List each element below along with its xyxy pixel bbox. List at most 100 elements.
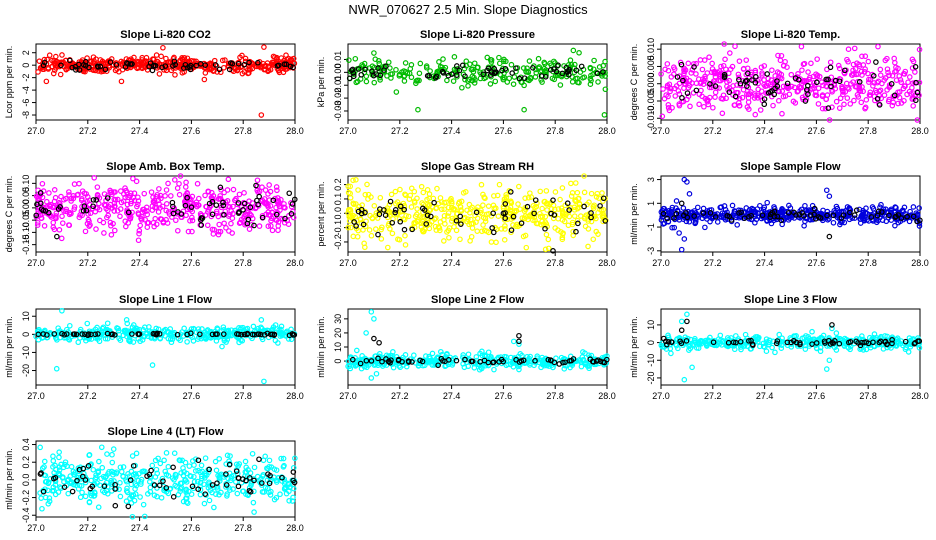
data-point bbox=[587, 75, 594, 82]
data-point bbox=[84, 220, 91, 227]
data-point-subset bbox=[566, 207, 572, 213]
data-point-subset bbox=[521, 75, 528, 81]
data-point bbox=[533, 203, 540, 210]
data-point bbox=[149, 207, 156, 213]
data-point-subset bbox=[573, 228, 579, 235]
x-tick-label: 27.2 bbox=[391, 258, 409, 268]
data-point-subset bbox=[904, 214, 910, 220]
data-point bbox=[599, 190, 605, 196]
data-point bbox=[582, 223, 589, 230]
data-point-subset bbox=[660, 210, 667, 217]
data-point bbox=[758, 64, 765, 71]
data-point-subset bbox=[516, 75, 523, 82]
data-point-subset bbox=[392, 209, 398, 216]
y-tick-label: -0.01 bbox=[333, 75, 343, 96]
data-point bbox=[416, 77, 422, 84]
data-point bbox=[64, 63, 71, 69]
data-point bbox=[127, 193, 134, 199]
data-point bbox=[836, 65, 843, 72]
data-point bbox=[508, 199, 515, 206]
data-point bbox=[138, 59, 144, 66]
data-point-subset bbox=[563, 64, 570, 71]
data-point bbox=[141, 190, 148, 197]
data-point bbox=[485, 349, 492, 356]
data-point bbox=[722, 66, 729, 73]
data-point bbox=[189, 193, 196, 200]
data-point-subset bbox=[401, 226, 408, 233]
data-point-subset bbox=[684, 90, 691, 96]
data-point bbox=[46, 52, 53, 59]
data-point-subset bbox=[824, 212, 830, 219]
data-point-subset bbox=[392, 207, 399, 213]
data-point-subset bbox=[588, 214, 594, 221]
data-point bbox=[419, 218, 426, 225]
data-point bbox=[53, 365, 60, 372]
data-point bbox=[104, 335, 111, 342]
data-point bbox=[487, 81, 494, 87]
data-point-subset bbox=[419, 205, 426, 212]
data-point bbox=[712, 89, 719, 96]
data-point-subset bbox=[917, 217, 923, 224]
x-tick-label: 27.2 bbox=[79, 258, 97, 268]
data-point bbox=[543, 221, 550, 227]
data-point bbox=[600, 198, 606, 204]
data-point bbox=[602, 58, 608, 65]
data-point bbox=[888, 217, 895, 223]
data-point bbox=[96, 458, 102, 465]
data-point bbox=[288, 203, 295, 210]
data-point-subset bbox=[217, 184, 224, 191]
y-tick-label: 10 bbox=[646, 320, 656, 330]
y-axis-label: degrees C per min. bbox=[629, 44, 639, 121]
y-tick-label: 0.10 bbox=[21, 175, 31, 193]
data-point bbox=[772, 349, 778, 356]
data-point bbox=[681, 70, 687, 77]
data-point bbox=[269, 227, 276, 234]
y-axis-label: ml/min per min. bbox=[629, 183, 639, 245]
plot-title: Slope Line 3 Flow bbox=[744, 294, 837, 306]
data-point bbox=[770, 102, 776, 109]
data-point bbox=[110, 446, 117, 452]
data-point-subset bbox=[175, 209, 181, 215]
data-point bbox=[873, 219, 880, 226]
data-point bbox=[799, 67, 805, 73]
data-point bbox=[265, 209, 272, 216]
data-point bbox=[53, 215, 59, 222]
data-point bbox=[859, 53, 865, 60]
data-point-subset bbox=[778, 217, 785, 224]
data-point bbox=[212, 458, 219, 465]
plot-frame bbox=[35, 43, 296, 121]
data-point bbox=[108, 232, 115, 238]
data-point-subset bbox=[353, 223, 359, 229]
data-point bbox=[99, 464, 106, 471]
data-point bbox=[91, 174, 98, 181]
data-point bbox=[544, 207, 550, 213]
data-point bbox=[429, 350, 436, 357]
data-point bbox=[525, 194, 532, 201]
data-point-subset bbox=[358, 71, 365, 78]
data-point-subset bbox=[42, 208, 49, 214]
data-point bbox=[266, 182, 272, 188]
data-point bbox=[701, 103, 707, 110]
data-point bbox=[798, 43, 805, 50]
data-point bbox=[681, 68, 688, 75]
data-point-subset bbox=[767, 89, 774, 95]
data-point-subset bbox=[188, 204, 195, 210]
data-point bbox=[362, 191, 369, 198]
data-point bbox=[898, 100, 905, 106]
data-point bbox=[681, 65, 687, 72]
data-point bbox=[368, 194, 374, 200]
data-point bbox=[850, 67, 856, 74]
data-point-subset bbox=[41, 59, 48, 66]
data-point bbox=[836, 105, 843, 111]
data-point bbox=[790, 98, 797, 105]
data-point bbox=[502, 223, 508, 229]
data-point bbox=[516, 183, 522, 190]
data-point bbox=[135, 237, 142, 244]
data-point bbox=[50, 224, 57, 231]
data-point bbox=[46, 202, 53, 209]
data-point bbox=[109, 459, 116, 466]
data-point bbox=[241, 190, 247, 196]
data-point bbox=[732, 43, 738, 50]
data-point bbox=[133, 178, 140, 185]
data-point-subset bbox=[790, 209, 797, 216]
